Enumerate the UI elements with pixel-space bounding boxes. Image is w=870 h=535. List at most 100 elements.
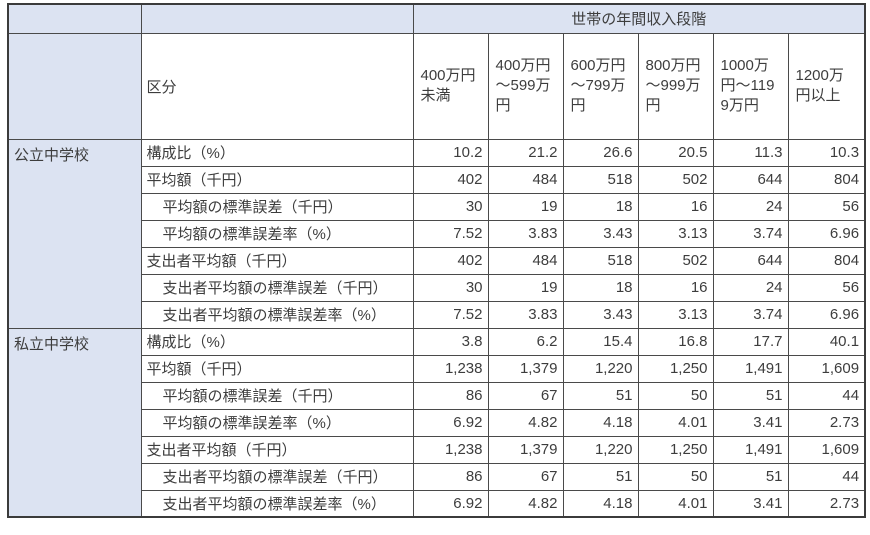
row-label: 支出者平均額の標準誤差率（%） — [140, 489, 414, 518]
data-cell: 51 — [562, 462, 639, 491]
data-cell: 1,379 — [487, 435, 564, 464]
row-label: 支出者平均額の標準誤差（千円） — [140, 273, 414, 302]
data-cell: 3.74 — [712, 219, 789, 248]
data-cell: 86 — [412, 381, 489, 410]
header-row-top: 世帯の年間収入段階 — [7, 3, 866, 34]
data-cell: 51 — [562, 381, 639, 410]
data-cell: 18 — [562, 273, 639, 302]
data-cell: 2.73 — [787, 489, 866, 518]
data-cell: 18 — [562, 192, 639, 221]
corner-cell-left — [7, 3, 142, 34]
data-cell: 6.92 — [412, 408, 489, 437]
bracket-header: 1200万円以上 — [787, 32, 866, 140]
data-cell: 3.74 — [712, 300, 789, 329]
data-cell: 804 — [787, 246, 866, 275]
kubun-header: 区分 — [140, 32, 414, 140]
data-cell: 644 — [712, 165, 789, 194]
row-label: 平均額（千円） — [140, 354, 414, 383]
data-cell: 1,379 — [487, 354, 564, 383]
data-cell: 4.82 — [487, 489, 564, 518]
data-cell: 7.52 — [412, 219, 489, 248]
data-cell: 4.01 — [637, 408, 714, 437]
table-row: 平均額の標準誤差率（%） 6.92 4.82 4.18 4.01 3.41 2.… — [8, 408, 866, 437]
table-row: 平均額の標準誤差（千円） 30 19 18 16 24 56 — [8, 192, 866, 221]
table-row: 私立中学校 構成比（%） 3.8 6.2 15.4 16.8 17.7 40.1 — [7, 327, 866, 518]
data-cell: 6.2 — [487, 327, 564, 356]
data-cell: 44 — [787, 381, 866, 410]
data-cell: 56 — [787, 273, 866, 302]
data-cell: 3.43 — [562, 300, 639, 329]
data-cell: 402 — [412, 246, 489, 275]
bracket-header: 600万円～799万円 — [562, 32, 639, 140]
data-cell: 16 — [637, 273, 714, 302]
data-cell: 19 — [487, 192, 564, 221]
data-cell: 1,220 — [562, 435, 639, 464]
corner-cell-left-2 — [7, 32, 142, 140]
data-cell: 26.6 — [562, 138, 639, 167]
data-cell: 30 — [412, 273, 489, 302]
data-cell: 15.4 — [562, 327, 639, 356]
data-cell: 1,491 — [712, 435, 789, 464]
row-label: 構成比（%） — [140, 327, 414, 356]
table-row: 支出者平均額の標準誤差率（%） 7.52 3.83 3.43 3.13 3.74… — [8, 300, 866, 329]
data-cell: 20.5 — [637, 138, 714, 167]
header-row-brackets: 区分 400万円未満 400万円～599万円 600万円～799万円 800万円… — [7, 32, 866, 140]
data-cell: 1,609 — [787, 354, 866, 383]
row-label: 平均額（千円） — [140, 165, 414, 194]
table-row: 支出者平均額（千円） 402 484 518 502 644 804 — [8, 246, 866, 275]
table-row: 支出者平均額の標準誤差率（%） 6.92 4.82 4.18 4.01 3.41… — [8, 489, 866, 518]
data-cell: 11.3 — [712, 138, 789, 167]
data-cell: 56 — [787, 192, 866, 221]
data-cell: 4.82 — [487, 408, 564, 437]
row-label: 構成比（%） — [140, 138, 414, 167]
table-row: 支出者平均額（千円） 1,238 1,379 1,220 1,250 1,491… — [8, 435, 866, 464]
data-cell: 1,609 — [787, 435, 866, 464]
bracket-header: 800万円～999万円 — [637, 32, 714, 140]
data-cell: 30 — [412, 192, 489, 221]
row-label: 平均額の標準誤差率（%） — [140, 408, 414, 437]
data-cell: 67 — [487, 381, 564, 410]
data-cell: 3.41 — [712, 408, 789, 437]
data-cell: 3.8 — [412, 327, 489, 356]
income-statistics-table: 世帯の年間収入段階 区分 400万円未満 400万円～599万円 600万円～7… — [7, 3, 867, 518]
data-cell: 21.2 — [487, 138, 564, 167]
data-cell: 24 — [712, 273, 789, 302]
row-label: 支出者平均額（千円） — [140, 246, 414, 275]
data-cell: 1,220 — [562, 354, 639, 383]
bracket-header: 400万円未満 — [412, 32, 489, 140]
data-cell: 4.18 — [562, 408, 639, 437]
data-cell: 3.41 — [712, 489, 789, 518]
data-cell: 10.2 — [412, 138, 489, 167]
data-cell: 502 — [637, 165, 714, 194]
data-cell: 484 — [487, 246, 564, 275]
data-cell: 1,250 — [637, 354, 714, 383]
table-row: 平均額（千円） 1,238 1,379 1,220 1,250 1,491 1,… — [8, 354, 866, 383]
table-row: 支出者平均額の標準誤差（千円） 86 67 51 50 51 44 — [8, 462, 866, 491]
data-cell: 44 — [787, 462, 866, 491]
data-cell: 2.73 — [787, 408, 866, 437]
data-cell: 1,491 — [712, 354, 789, 383]
data-cell: 1,238 — [412, 354, 489, 383]
data-cell: 24 — [712, 192, 789, 221]
data-cell: 502 — [637, 246, 714, 275]
row-label: 平均額の標準誤差率（%） — [140, 219, 414, 248]
row-label: 支出者平均額の標準誤差率（%） — [140, 300, 414, 329]
row-label: 平均額の標準誤差（千円） — [140, 381, 414, 410]
row-label: 支出者平均額（千円） — [140, 435, 414, 464]
data-cell: 402 — [412, 165, 489, 194]
bracket-header: 400万円～599万円 — [487, 32, 564, 140]
data-cell: 3.13 — [637, 300, 714, 329]
row-label: 平均額の標準誤差（千円） — [140, 192, 414, 221]
data-cell: 6.96 — [787, 219, 866, 248]
data-cell: 6.96 — [787, 300, 866, 329]
data-cell: 1,238 — [412, 435, 489, 464]
data-cell: 51 — [712, 381, 789, 410]
data-cell: 86 — [412, 462, 489, 491]
income-group-title: 世帯の年間収入段階 — [412, 3, 866, 34]
data-cell: 518 — [562, 246, 639, 275]
table-row: 平均額（千円） 402 484 518 502 644 804 — [8, 165, 866, 194]
table-row: 平均額の標準誤差率（%） 7.52 3.83 3.43 3.13 3.74 6.… — [8, 219, 866, 248]
data-cell: 6.92 — [412, 489, 489, 518]
table-row: 公立中学校 構成比（%） 10.2 21.2 26.6 20.5 11.3 10… — [7, 138, 866, 329]
